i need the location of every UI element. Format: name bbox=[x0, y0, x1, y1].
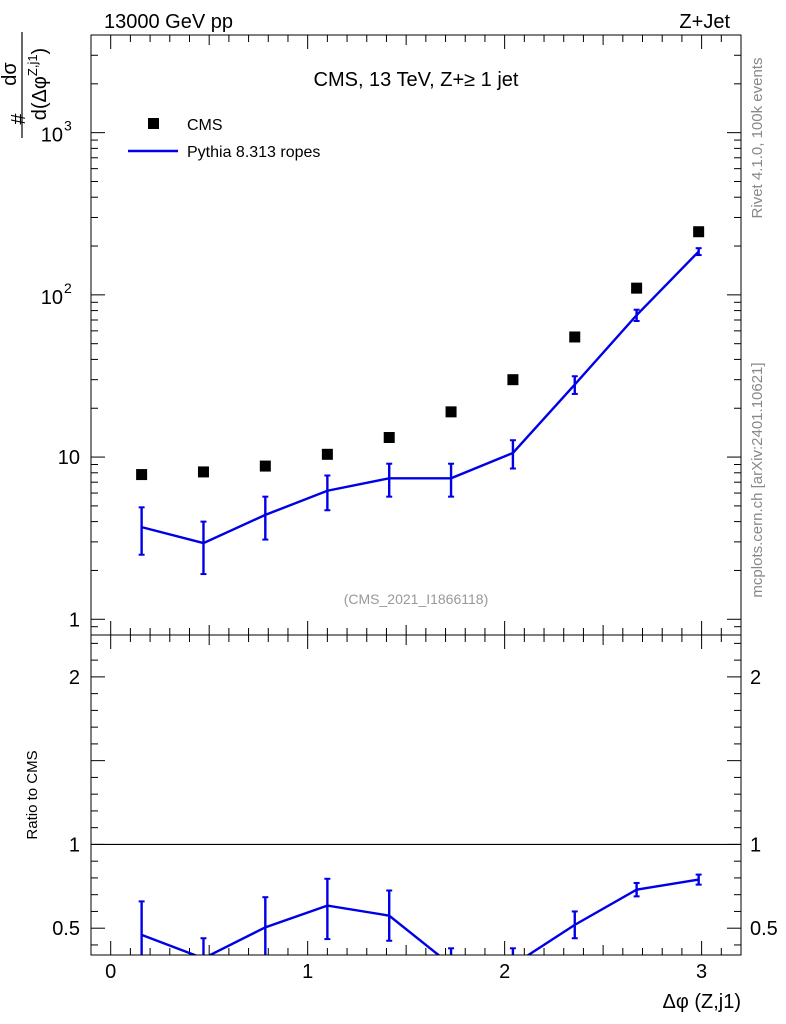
main-y-tick-label: 10 bbox=[41, 287, 63, 309]
legend-label-cms: CMS bbox=[187, 117, 223, 134]
legend: CMS Pythia 8.313 ropes bbox=[128, 117, 320, 161]
main-y-tick-exponent: 2 bbox=[64, 280, 72, 296]
main-y-axis-label: # dσ d(ΔφZ,j1) bbox=[0, 32, 51, 138]
cms-data-point bbox=[259, 460, 271, 472]
cms-data-point bbox=[383, 432, 395, 444]
ratio-panel: 0.5 0.5 1 1 2 2 0 1 2 3 Ratio to CMS Δφ (Z,j1) bbox=[24, 634, 778, 1013]
legend-label-pythia: Pythia 8.313 ropes bbox=[187, 144, 320, 161]
header-left-label: 13000 GeV pp bbox=[104, 11, 233, 33]
cms-data-point bbox=[321, 448, 333, 460]
cms-data-point bbox=[507, 374, 519, 386]
cms-data-point bbox=[197, 466, 209, 478]
y-label-superscript: Z,j1 bbox=[25, 54, 40, 76]
cms-data-point bbox=[693, 226, 705, 238]
ratio-y-tick-label-right: 2 bbox=[750, 667, 761, 689]
cms-data-point bbox=[445, 406, 457, 418]
rivet-label: Rivet 4.1.0, 100k events bbox=[749, 58, 766, 219]
y-label-closing: ) bbox=[29, 48, 51, 55]
ratio-x-tick-label: 0 bbox=[105, 961, 116, 983]
mcplots-label: mcplots.cern.ch [arXiv:2401.10621] bbox=[749, 362, 766, 597]
pythia-series-line bbox=[141, 250, 700, 545]
ratio-axis-ticks bbox=[91, 635, 742, 955]
main-y-tick-label: 1 bbox=[69, 609, 80, 631]
ratio-y-tick-label-right: 1 bbox=[750, 834, 761, 856]
analysis-tag: (CMS_2021_I1866118) bbox=[344, 591, 489, 607]
cms-data-point bbox=[136, 469, 148, 481]
y-label-hash: # bbox=[8, 113, 30, 125]
ratio-y-tick-label: 0.5 bbox=[52, 918, 80, 940]
ratio-y-tick-label-right: 0.5 bbox=[750, 918, 778, 940]
ratio-y-tick-label: 2 bbox=[69, 667, 80, 689]
x-axis-label: Δφ (Z,j1) bbox=[662, 991, 741, 1013]
main-y-tick-label: 10 bbox=[58, 447, 80, 469]
cms-data-point bbox=[569, 331, 581, 343]
ratio-x-tick-label: 1 bbox=[302, 961, 313, 983]
main-data bbox=[136, 226, 705, 576]
ratio-x-tick-labels: 0 1 2 3 bbox=[105, 961, 707, 983]
y-label-denominator: d(ΔφZ,j1) bbox=[25, 48, 51, 120]
main-y-tick-exponent: 3 bbox=[64, 118, 72, 134]
main-axis-ticks bbox=[91, 34, 742, 636]
ratio-y-tick-label: 1 bbox=[69, 834, 80, 856]
ratio-y-tick-labels: 0.5 0.5 1 1 2 2 bbox=[52, 667, 778, 940]
ratio-data bbox=[138, 873, 702, 955]
ratio-frame bbox=[90, 634, 742, 956]
main-y-tick-label: 10 bbox=[41, 125, 63, 147]
ratio-x-tick-label: 2 bbox=[499, 961, 510, 983]
ratio-x-tick-label: 3 bbox=[696, 961, 707, 983]
legend-marker-cms bbox=[148, 118, 159, 129]
header-right-label: Z+Jet bbox=[679, 11, 730, 33]
y-label-denominator-base: d(Δφ bbox=[29, 76, 51, 120]
main-title: CMS, 13 TeV, Z+≥ 1 jet bbox=[314, 69, 519, 91]
ratio-series-line bbox=[141, 878, 699, 955]
ratio-y-axis-label: Ratio to CMS bbox=[24, 750, 41, 839]
cms-data-point bbox=[631, 282, 643, 294]
y-label-numerator: dσ bbox=[0, 62, 21, 86]
